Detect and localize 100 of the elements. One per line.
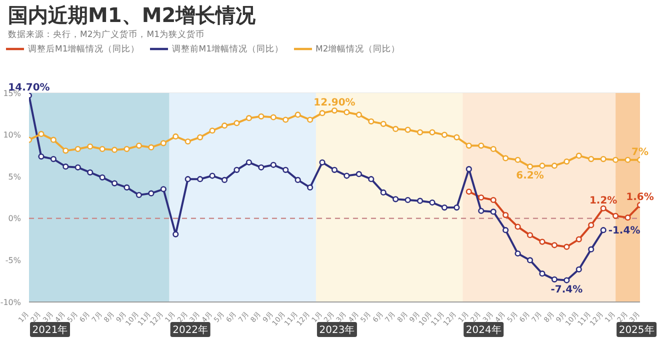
- point: [404, 196, 411, 204]
- annotation: 6.2%: [516, 170, 544, 182]
- y-tick-label: 15%: [3, 88, 22, 98]
- point: [136, 192, 142, 198]
- point: [344, 109, 350, 116]
- point: [478, 142, 484, 149]
- point: [172, 133, 179, 140]
- legend-label: 调整前M1增幅情况（同比）: [172, 44, 284, 54]
- point: [490, 196, 496, 204]
- point: [234, 166, 240, 173]
- annotation: 12.90%: [314, 98, 356, 109]
- point: [331, 166, 338, 173]
- point: [526, 164, 534, 170]
- point: [588, 246, 594, 252]
- legend-label: M2增幅情况（同比）: [316, 44, 400, 54]
- point: [564, 244, 570, 250]
- point: [197, 134, 204, 140]
- point: [454, 204, 460, 211]
- point: [87, 143, 94, 150]
- point: [221, 122, 228, 129]
- point: [197, 176, 204, 182]
- point: [466, 142, 472, 149]
- point: [551, 162, 558, 169]
- band-label: 2021年: [32, 324, 68, 336]
- point: [588, 156, 594, 162]
- point: [50, 136, 56, 143]
- band-label: 2022年: [172, 324, 208, 336]
- point: [294, 176, 301, 183]
- point: [38, 153, 44, 160]
- point: [356, 171, 362, 178]
- point: [209, 128, 216, 134]
- point: [466, 188, 472, 195]
- point: [319, 159, 326, 166]
- point: [258, 164, 264, 170]
- point: [490, 146, 496, 152]
- point: [416, 198, 424, 204]
- point: [124, 184, 130, 191]
- y-tick-label: -10%: [0, 298, 22, 307]
- point: [539, 270, 546, 277]
- point: [111, 146, 118, 153]
- point: [429, 199, 436, 206]
- annotation: -1.4%: [608, 226, 640, 237]
- point: [454, 134, 460, 140]
- point: [148, 190, 154, 196]
- point: [184, 176, 191, 182]
- point: [111, 180, 118, 186]
- y-tick-label: 10%: [3, 130, 22, 140]
- point: [612, 156, 619, 163]
- point: [514, 250, 521, 257]
- band-label: 2025年: [618, 324, 654, 336]
- point: [392, 196, 399, 202]
- point: [429, 129, 436, 136]
- point: [576, 152, 582, 159]
- point: [234, 120, 240, 126]
- legend-label: 调整后M1增幅情况（同比）: [28, 44, 140, 54]
- point: [282, 166, 289, 173]
- point: [624, 156, 631, 163]
- point: [270, 162, 276, 168]
- point: [87, 169, 94, 176]
- point: [209, 172, 216, 179]
- chart-title: 国内近期M1、M2增长情况: [8, 2, 256, 29]
- point: [564, 277, 570, 284]
- point: [490, 208, 496, 215]
- point: [172, 231, 179, 238]
- point: [404, 126, 411, 133]
- point: [344, 172, 350, 179]
- point: [50, 156, 56, 162]
- point: [526, 232, 534, 238]
- point: [124, 146, 130, 152]
- point: [62, 148, 69, 154]
- point: [502, 227, 509, 234]
- point: [600, 156, 606, 162]
- point: [38, 130, 44, 138]
- point: [392, 126, 399, 132]
- point: [514, 156, 521, 163]
- point: [331, 108, 338, 114]
- point: [246, 115, 252, 122]
- point: [307, 116, 314, 123]
- point: [136, 142, 142, 149]
- point: [624, 214, 631, 221]
- point: [294, 112, 301, 118]
- point: [478, 208, 484, 214]
- point: [588, 222, 594, 228]
- point: [368, 176, 374, 182]
- point: [564, 158, 570, 165]
- point: [221, 176, 228, 183]
- point: [307, 184, 314, 191]
- point: [539, 162, 546, 169]
- point: [160, 186, 166, 192]
- point: [62, 164, 69, 170]
- annotation: 1.6%: [626, 192, 654, 204]
- point: [441, 204, 448, 211]
- point: [551, 276, 558, 282]
- y-tick-label: -5%: [5, 256, 22, 266]
- point: [148, 144, 154, 150]
- point: [356, 112, 362, 118]
- point: [74, 164, 81, 170]
- point: [368, 118, 374, 124]
- point: [526, 257, 534, 264]
- point: [551, 242, 558, 248]
